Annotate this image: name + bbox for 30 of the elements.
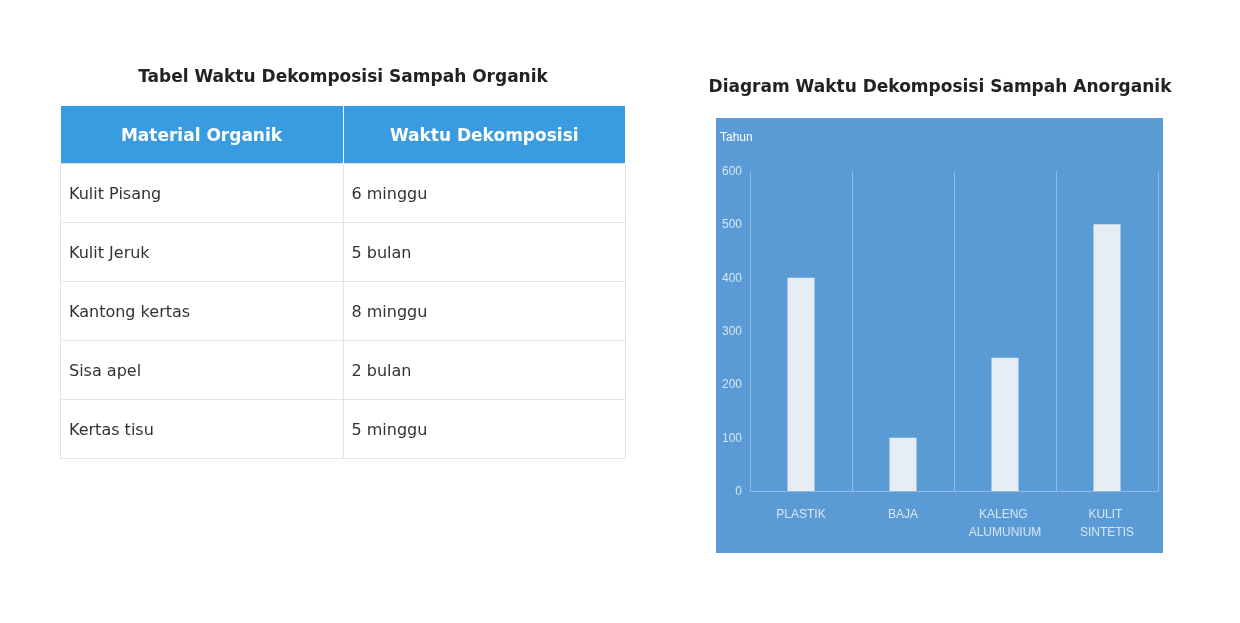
bar	[889, 437, 917, 491]
category-label: Material Organik	[60, 106, 343, 164]
y-tick-label: 300	[721, 324, 743, 338]
x-tick-label: PLASTIK	[776, 507, 826, 521]
bar	[1093, 224, 1121, 491]
x-tick-label: BAJA	[887, 507, 919, 521]
category-label: Kulit Jeruk	[69, 242, 150, 262]
text: 6 minggu	[351, 183, 428, 203]
x-tick-label: KALENG ALUMUNIUM	[968, 507, 1042, 539]
text: 2 bulan	[351, 360, 412, 380]
category-label: Sisa apel	[69, 360, 142, 380]
y-tick-label: 400	[721, 270, 743, 285]
chart-title: Diagram Waktu Dekomposisi Sampah Anorganik	[708, 75, 1173, 96]
category-label: Kertas tisu	[69, 419, 154, 439]
category-label: Kulit Pisang	[69, 183, 162, 203]
y-axis-title: Tahun	[720, 130, 753, 144]
text: 5 minggu	[351, 419, 428, 439]
y-tick-label: 500	[721, 217, 743, 232]
bar	[787, 277, 815, 491]
category-label: Kantong kertas	[69, 301, 191, 321]
text: Tabel Waktu Dekomposisi Sampah Organik	[137, 66, 549, 86]
text: 5 bulan	[351, 242, 412, 262]
y-tick-label: 100	[721, 430, 743, 445]
x-tick-label: KULIT SINTETIS	[1079, 507, 1135, 539]
bar	[991, 357, 1019, 491]
category-label: Waktu Dekomposisi	[343, 106, 626, 164]
y-tick-label: 600	[721, 164, 743, 178]
y-tick-label: 0	[735, 484, 743, 498]
text: 8 minggu	[351, 301, 428, 321]
y-tick-label: 200	[721, 377, 743, 392]
